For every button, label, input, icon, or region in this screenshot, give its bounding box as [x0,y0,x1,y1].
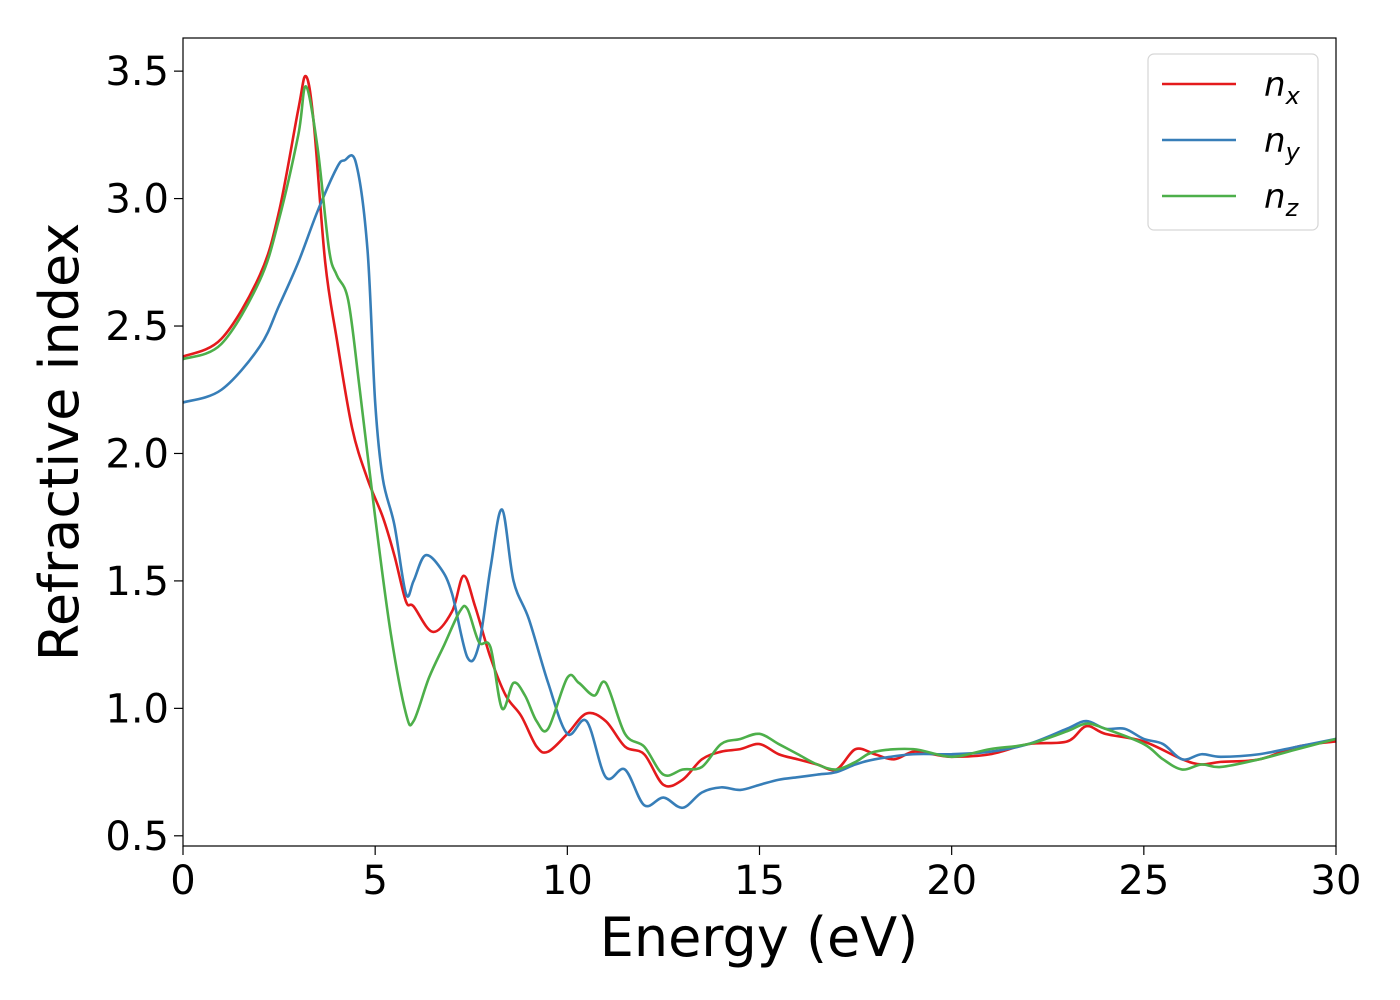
y-tick-label: 3.0 [105,177,169,223]
legend-label-nz: nz [1264,177,1300,222]
legend-label-subscript: z [1285,194,1300,222]
series-line-ny [183,154,1336,810]
x-tick-label: 30 [1311,858,1362,904]
x-tick-label: 5 [362,858,387,904]
series-line-nz [183,85,1336,777]
y-axis: 0.5 1.0 1.5 2.0 2.5 3.0 3.5 [105,49,183,860]
x-tick-label: 15 [734,858,785,904]
x-tick-label: 20 [926,858,977,904]
legend-label-ny: ny [1264,121,1301,166]
y-tick-label: 1.5 [105,559,169,605]
x-tick-label: 0 [170,858,195,904]
series-line-nx [183,74,1336,788]
legend-label-main: n [1264,121,1286,161]
x-tick-label: 10 [542,858,593,904]
y-tick-label: 0.5 [105,814,169,860]
x-axis-label: Energy (eV) [600,906,919,969]
legend-label-main: n [1264,177,1286,217]
y-axis-label: Refractive index [28,223,91,662]
legend-box [1147,53,1319,231]
x-tick-label: 25 [1118,858,1169,904]
y-tick-label: 2.5 [105,304,169,350]
legend-label-subscript: x [1285,82,1301,110]
legend-label-nx: nx [1264,65,1301,110]
series-layer [183,74,1336,810]
x-axis: 0 5 10 15 20 25 30 [170,846,1361,904]
legend-label-subscript: y [1285,138,1301,166]
y-tick-label: 1.0 [105,686,169,732]
y-tick-label: 3.5 [105,49,169,95]
y-tick-label: 2.0 [105,431,169,477]
legend-label-main: n [1264,65,1286,105]
